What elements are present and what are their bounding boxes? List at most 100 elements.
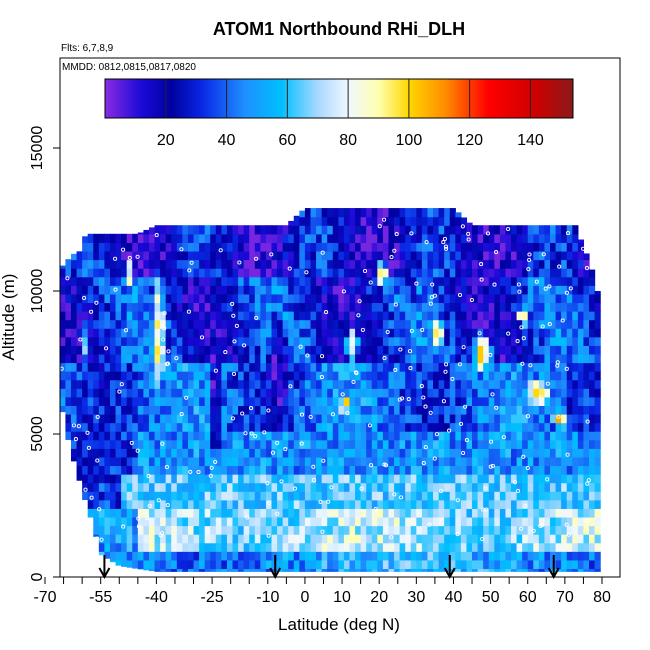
heatmap-cell	[137, 551, 144, 561]
heatmap-cell	[60, 371, 67, 381]
heatmap-cell	[444, 319, 451, 329]
heatmap-cell	[583, 328, 590, 338]
heatmap-cell	[143, 508, 150, 518]
heatmap-cell	[566, 491, 573, 501]
heatmap-cell	[382, 396, 390, 406]
heatmap-cell	[410, 405, 417, 415]
heatmap-cell	[104, 311, 111, 321]
heatmap-cell	[98, 379, 106, 389]
heatmap-cell	[421, 422, 429, 432]
heatmap-cell	[165, 474, 172, 484]
heatmap-cell	[160, 482, 167, 492]
heatmap-cell	[87, 242, 94, 252]
heatmap-cell	[343, 516, 351, 527]
heatmap-cell	[87, 302, 94, 312]
heatmap-cell	[221, 491, 228, 501]
heatmap-cell	[115, 491, 122, 501]
heatmap-cell	[93, 371, 100, 381]
heatmap-cell	[310, 551, 317, 561]
heatmap-cell	[472, 242, 479, 252]
heatmap-cell	[433, 508, 440, 518]
heatmap-cell	[544, 413, 551, 424]
sample-marker	[585, 519, 590, 524]
heatmap-cell	[550, 242, 557, 252]
heatmap-cell	[171, 516, 178, 527]
heatmap-cell	[160, 371, 167, 381]
sample-marker	[266, 533, 271, 538]
heatmap-cell	[187, 311, 195, 321]
sample-marker	[254, 256, 259, 261]
heatmap-cell	[527, 268, 534, 278]
heatmap-cell	[193, 242, 200, 252]
heatmap-cell	[70, 302, 78, 312]
heatmap-cell	[550, 379, 557, 389]
heatmap-cell	[338, 525, 345, 535]
heatmap-cell	[254, 465, 261, 475]
heatmap-cell	[82, 259, 89, 269]
heatmap-cell	[210, 276, 217, 286]
heatmap-cell	[399, 319, 406, 329]
heatmap-cell	[321, 551, 328, 561]
heatmap-cell	[343, 311, 351, 321]
heatmap-cell	[366, 311, 373, 321]
heatmap-cell	[477, 353, 484, 364]
heatmap-cell	[410, 551, 417, 561]
heatmap-cell	[154, 336, 161, 346]
heatmap-cell	[260, 413, 267, 424]
heatmap-cell	[199, 345, 206, 355]
heatmap-cell	[249, 534, 256, 544]
heatmap-cell	[288, 559, 295, 570]
sample-marker	[441, 240, 446, 245]
heatmap-cell	[176, 353, 183, 364]
heatmap-cell	[382, 319, 390, 329]
heatmap-cell	[460, 422, 468, 432]
heatmap-cell	[516, 268, 523, 278]
heatmap-cell	[221, 508, 228, 518]
heatmap-cell	[254, 474, 261, 484]
heatmap-cell	[338, 542, 345, 552]
heatmap-cell	[399, 328, 406, 338]
heatmap-cell	[104, 534, 111, 544]
sample-marker	[419, 384, 424, 389]
heatmap-cell	[137, 371, 144, 381]
heatmap-cell	[160, 293, 167, 304]
heatmap-cell	[355, 268, 362, 278]
heatmap-cell	[254, 259, 261, 269]
heatmap-cell	[132, 482, 139, 492]
heatmap-cell	[148, 388, 156, 398]
heatmap-cell	[555, 371, 562, 381]
heatmap-cell	[349, 448, 356, 458]
heatmap-cell	[550, 534, 557, 544]
heatmap-cell	[316, 388, 323, 398]
heatmap-cell	[555, 491, 562, 501]
heatmap-cell	[121, 482, 128, 492]
heatmap-cell	[349, 371, 356, 381]
heatmap-cell	[104, 268, 111, 278]
heatmap-cell	[421, 259, 429, 269]
heatmap-cell	[572, 276, 579, 286]
heatmap-cell	[371, 568, 378, 572]
sample-marker	[367, 423, 372, 428]
heatmap-cell	[249, 474, 256, 484]
heatmap-cell	[210, 302, 217, 312]
heatmap-cell	[165, 439, 172, 449]
heatmap-cell	[193, 268, 200, 278]
heatmap-cell	[221, 396, 228, 406]
heatmap-cell	[438, 242, 445, 252]
heatmap-cell	[93, 422, 100, 432]
heatmap-cell	[104, 482, 111, 492]
heatmap-cell	[93, 276, 100, 286]
heatmap-cell	[115, 233, 122, 243]
heatmap-cell	[121, 516, 128, 527]
heatmap-cell	[304, 379, 312, 389]
heatmap-cell	[455, 371, 462, 381]
heatmap-cell	[121, 242, 128, 252]
heatmap-cell	[126, 559, 133, 568]
heatmap-cell	[132, 559, 139, 569]
heatmap-cell	[265, 371, 273, 381]
heatmap-cell	[143, 431, 150, 441]
heatmap-cell	[304, 508, 312, 518]
heatmap-cell	[148, 353, 156, 364]
heatmap-cell	[410, 379, 417, 389]
heatmap-cell	[210, 328, 217, 338]
